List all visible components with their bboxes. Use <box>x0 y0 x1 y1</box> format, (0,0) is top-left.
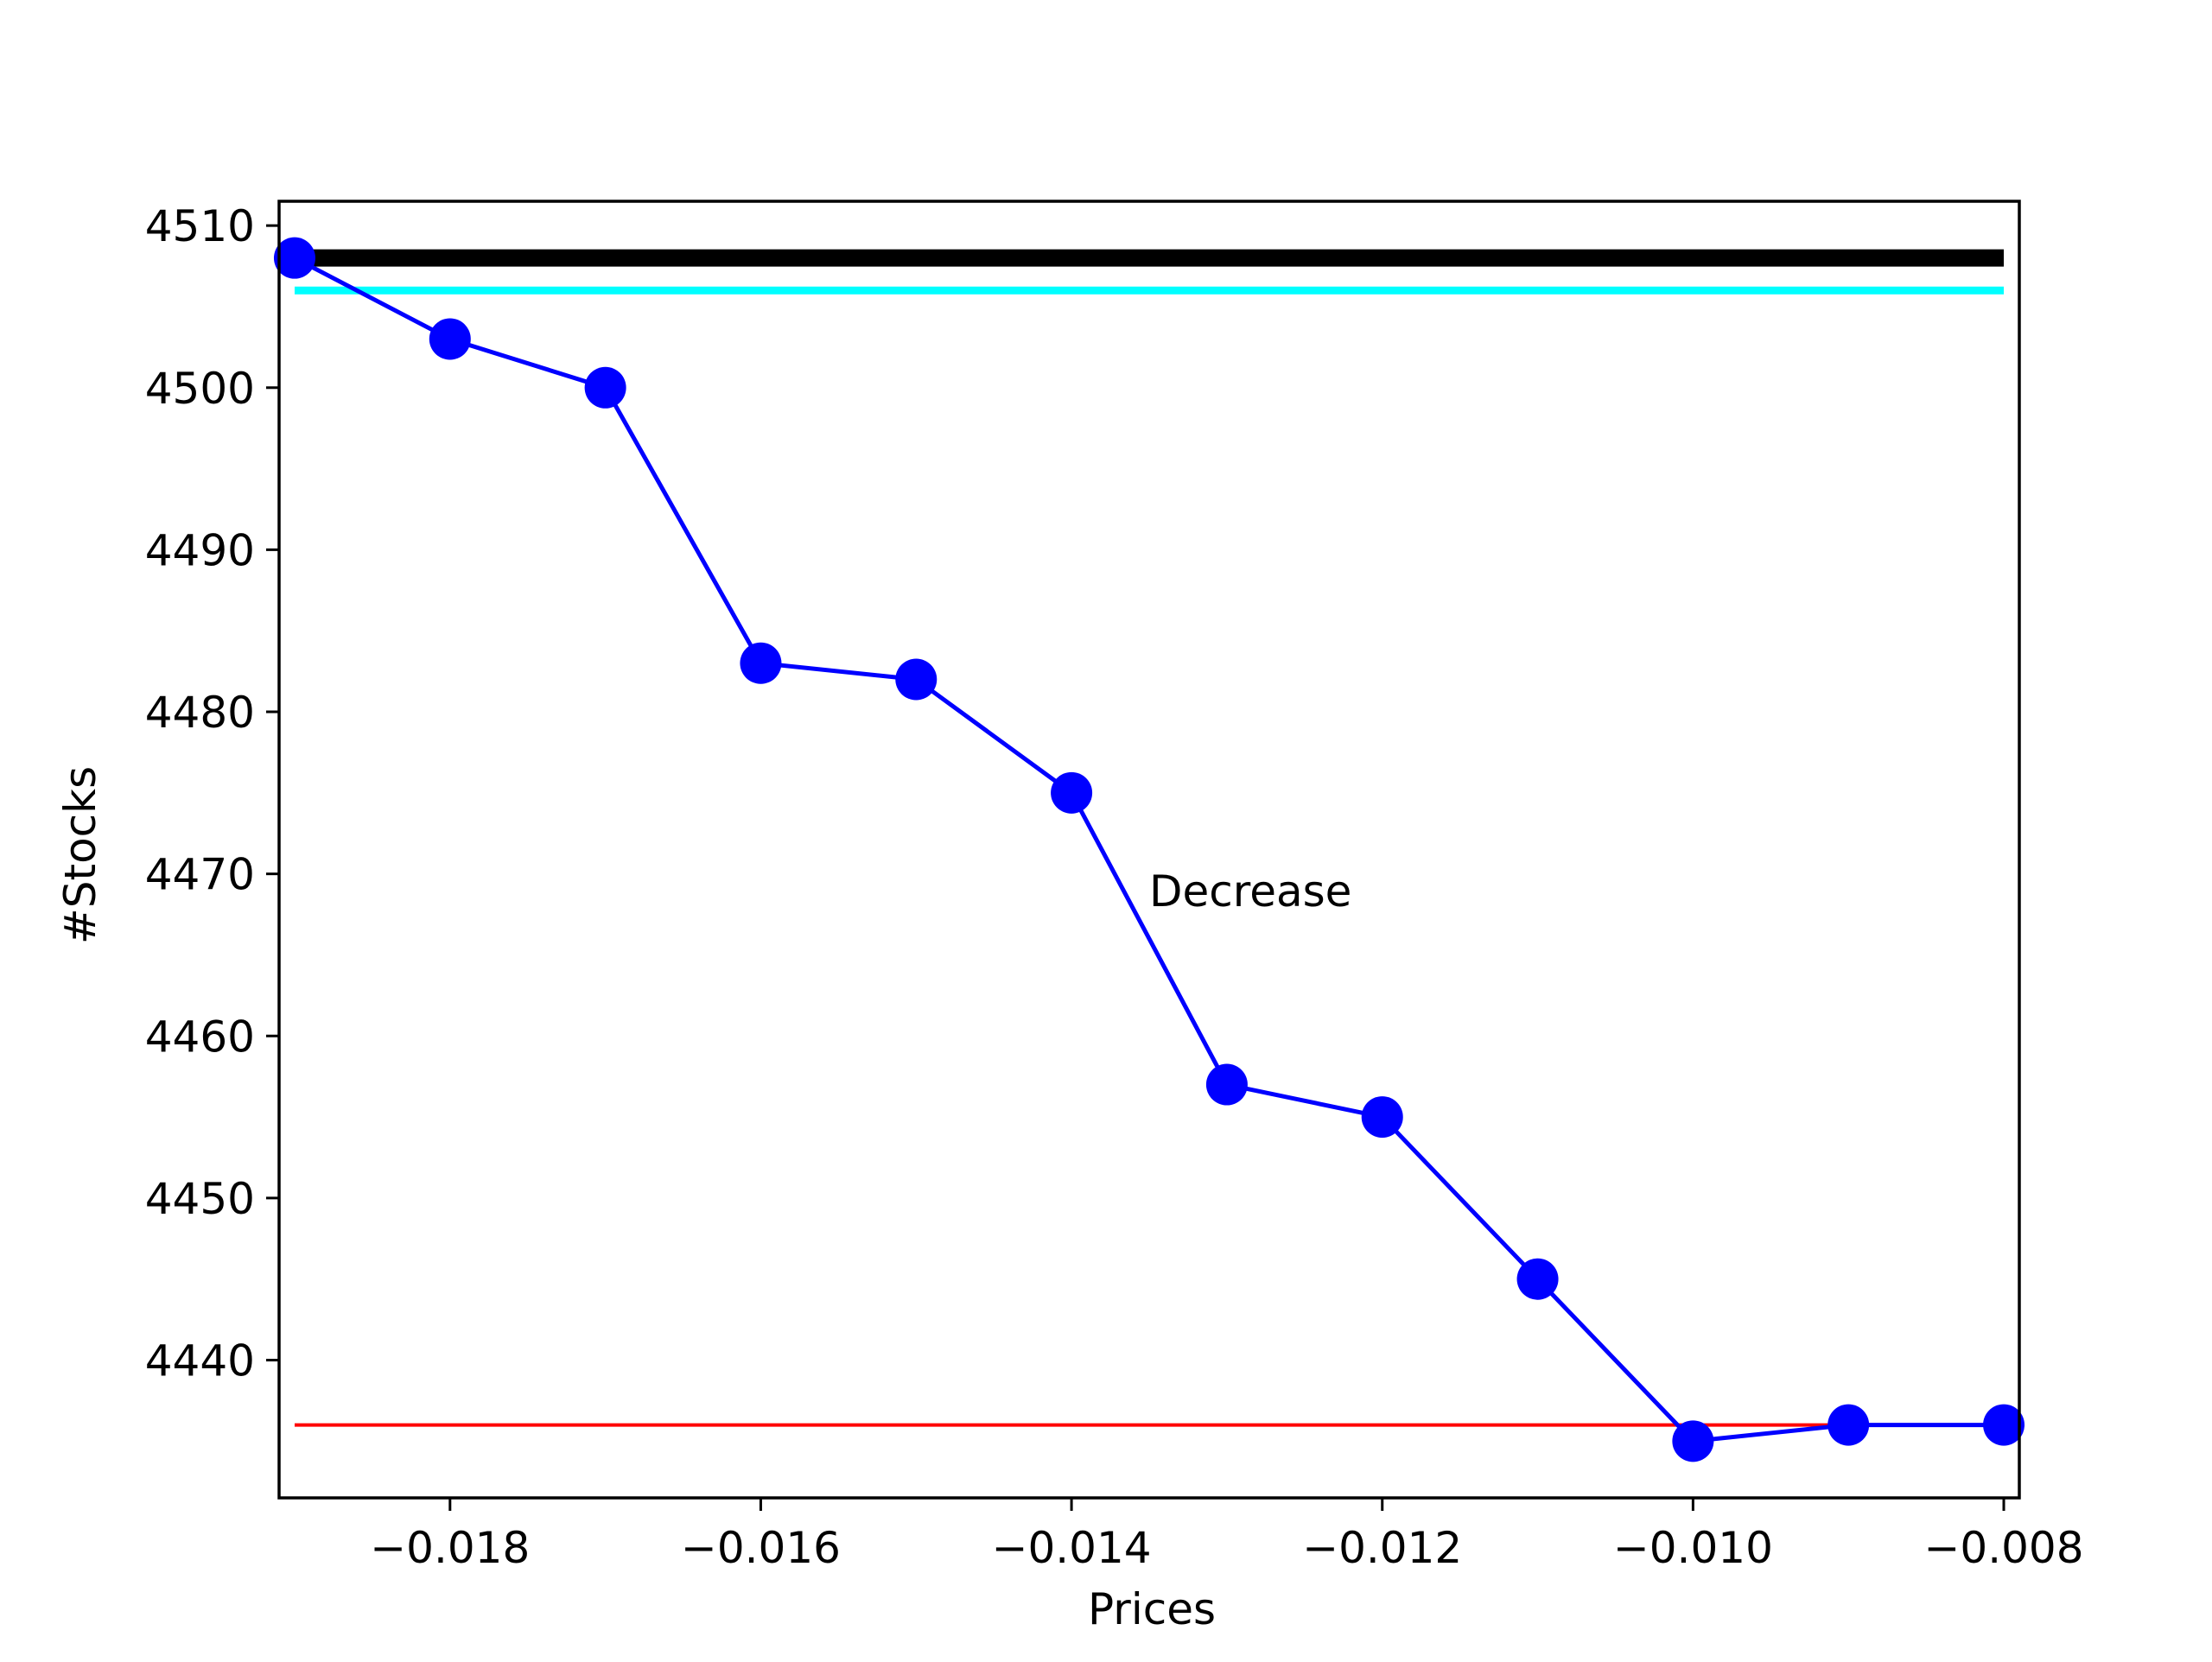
y-tick-label: 4460 <box>145 1012 255 1062</box>
y-tick-label: 4450 <box>145 1174 255 1224</box>
y-tick-label: 4490 <box>145 525 255 575</box>
x-tick-label: −0.014 <box>992 1523 1152 1573</box>
data-point <box>1983 1404 2025 1446</box>
x-axis: −0.018 −0.016 −0.014 −0.012 −0.010 −0.008 <box>370 1498 2084 1573</box>
data-point <box>740 642 782 684</box>
data-point <box>1672 1420 1714 1462</box>
annotation-text: Decrease <box>1149 866 1351 917</box>
data-point <box>429 318 471 360</box>
y-tick-label: 4500 <box>145 364 255 414</box>
data-point <box>273 237 315 279</box>
annotations: Decrease <box>1149 866 1351 917</box>
x-tick-label: −0.010 <box>1613 1523 1773 1573</box>
data-point <box>1205 1063 1248 1106</box>
data-point <box>584 366 626 409</box>
data-point <box>895 658 938 701</box>
data-point <box>1361 1096 1403 1139</box>
y-tick-label: 4470 <box>145 850 255 900</box>
plot-frame <box>277 200 2021 1500</box>
series-layer <box>273 237 2025 1462</box>
reference-lines <box>294 249 2005 1427</box>
y-tick-label: 4440 <box>145 1336 255 1386</box>
x-axis-label: Prices <box>1088 1584 1216 1634</box>
y-tick-label: 4510 <box>145 201 255 251</box>
y-axis: 4440 4450 4460 4470 4480 4490 4500 4510 <box>145 201 279 1386</box>
y-axis-label: #Stocks <box>55 766 105 944</box>
y-tick-label: 4480 <box>145 688 255 738</box>
x-tick-label: −0.012 <box>1302 1523 1462 1573</box>
data-point <box>1516 1258 1559 1300</box>
x-tick-label: −0.008 <box>1923 1523 2083 1573</box>
series-line-1 <box>293 256 2005 1443</box>
data-point <box>1051 771 1093 814</box>
x-tick-label: −0.016 <box>681 1523 841 1573</box>
x-tick-label: −0.018 <box>370 1523 530 1573</box>
data-point <box>1827 1404 1870 1446</box>
